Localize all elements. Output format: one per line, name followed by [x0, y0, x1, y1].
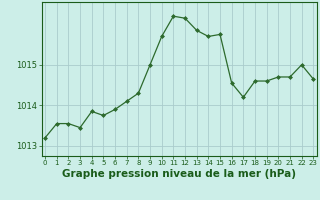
X-axis label: Graphe pression niveau de la mer (hPa): Graphe pression niveau de la mer (hPa): [62, 169, 296, 179]
